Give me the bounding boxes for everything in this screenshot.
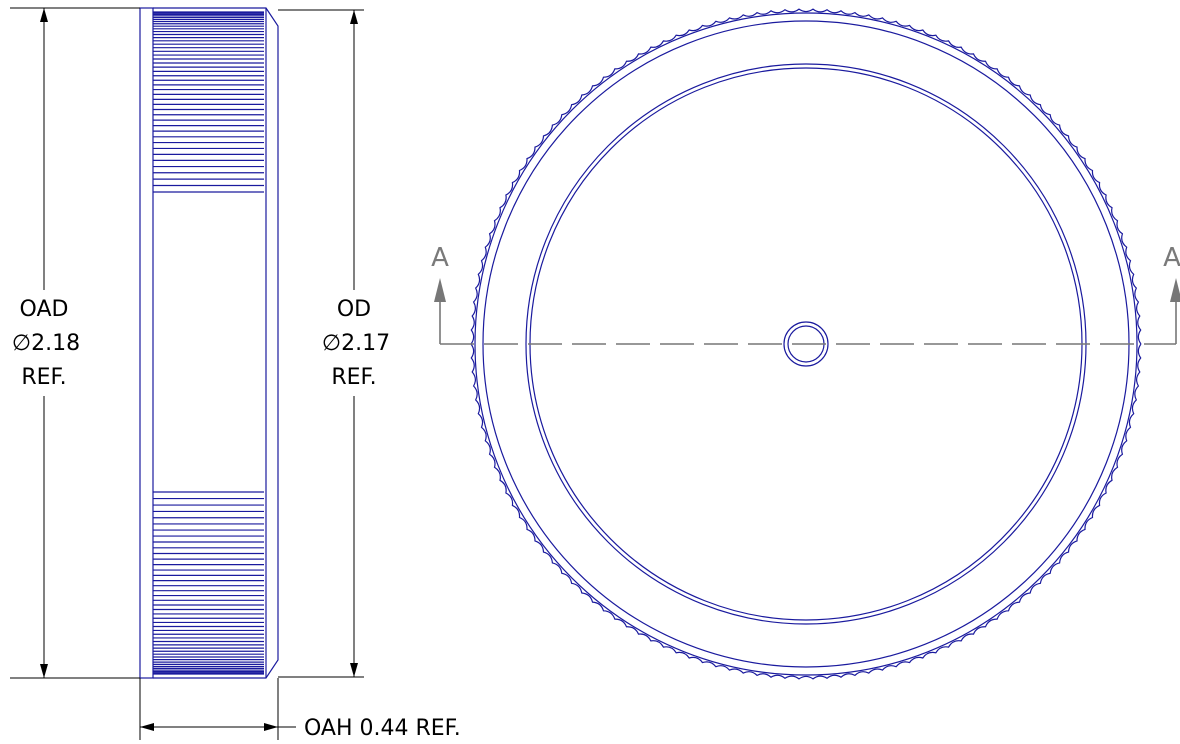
side-view: OAD ∅2.18 REF. OD ∅2.17 REF. OAH 0.44 RE… [10,7,461,741]
section-arrow-right [1170,278,1180,302]
side-view-profile [153,7,279,679]
od-value: ∅2.17 [322,331,390,356]
knurl-lines-bottom [153,491,264,675]
od-ref: REF. [331,365,376,390]
oah-label: OAH 0.44 REF. [304,716,461,741]
oad-ref: REF. [21,365,66,390]
knurl-lines-top [153,11,264,193]
center-hole-outer [783,321,829,367]
section-arrow-left [434,278,446,302]
oah-dimension: OAH 0.44 REF. [139,678,461,741]
od-label: OD [337,297,371,322]
section-line-a-a: A A [431,243,1180,345]
outer-ring [474,12,1138,676]
oad-label: OAD [20,297,69,322]
side-view-body [139,7,154,679]
top-view: A A [431,8,1180,680]
oad-dimension: OAD ∅2.18 REF. [10,7,140,679]
section-label-left: A [431,243,449,273]
section-label-right: A [1163,243,1180,273]
od-dimension: OD ∅2.17 REF. [278,9,390,678]
oad-value: ∅2.18 [12,331,80,356]
